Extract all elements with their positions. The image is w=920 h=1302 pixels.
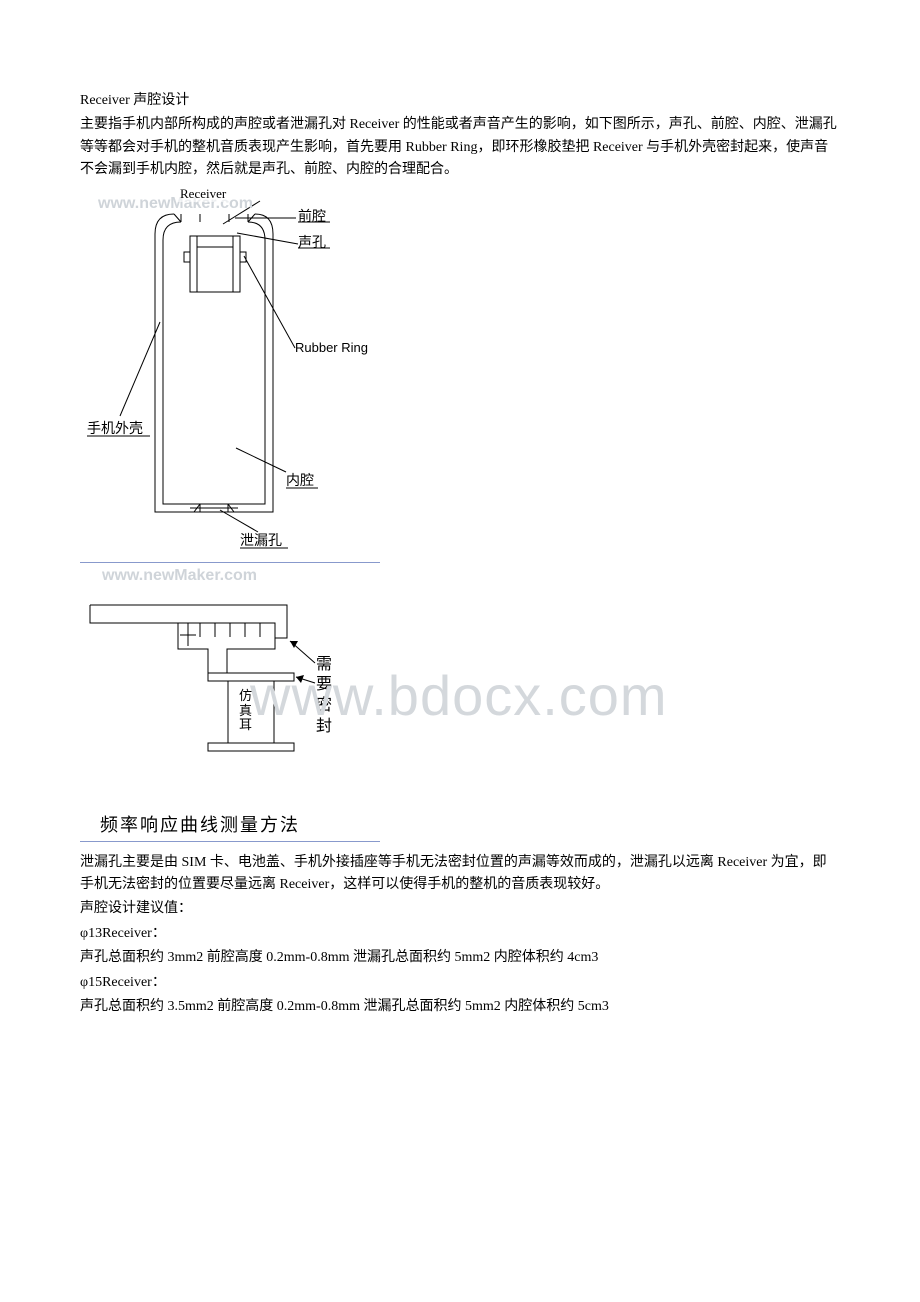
ear-char-1: 仿 xyxy=(239,688,252,703)
label-phone-case: 手机外壳 xyxy=(87,418,143,438)
paragraph-2: 泄漏孔主要是由 SIM 卡、电池盖、手机外接插座等手机无法密封位置的声漏等效而成… xyxy=(80,852,840,897)
ear-char-3: 耳 xyxy=(239,717,252,732)
seal-char-3: 密 xyxy=(316,697,332,714)
label-rubber-ring: Rubber Ring xyxy=(295,340,368,357)
seal-char-1: 需 xyxy=(316,656,332,673)
seal-char-4: 封 xyxy=(316,718,332,735)
label-sound-hole: 声孔 xyxy=(298,232,326,252)
paragraph-5: 声孔总面积约 3mm2 前腔高度 0.2mm-0.8mm 泄漏孔总面积约 5mm… xyxy=(80,947,840,969)
paragraph-3: 声腔设计建议值： xyxy=(80,898,840,920)
figure-2-svg xyxy=(80,563,380,815)
ear-char-2: 真 xyxy=(239,703,252,718)
document-page: Receiver 声腔设计 主要指手机内部所构成的声腔或者泄漏孔对 Receiv… xyxy=(0,0,920,1060)
label-leak-hole: 泄漏孔 xyxy=(240,530,282,550)
seal-char-2: 要 xyxy=(316,676,332,693)
label-need-seal: 需 要 密 封 xyxy=(316,655,332,738)
label-inner-cavity: 内腔 xyxy=(286,470,314,490)
paragraph-7: 声孔总面积约 3.5mm2 前腔高度 0.2mm-0.8mm 泄漏孔总面积约 5… xyxy=(80,996,840,1018)
figure-1: www.newMaker.com xyxy=(80,192,380,563)
figure-2: www.newMaker.com 仿 xyxy=(80,563,380,842)
paragraph-4: φ13Receiver： xyxy=(80,923,840,945)
title-line: Receiver 声腔设计 xyxy=(80,90,840,112)
paragraph-6: φ15Receiver： xyxy=(80,972,840,994)
figure-2-caption: 频率响应曲线测量方法 xyxy=(100,811,300,837)
figure-1-svg xyxy=(80,192,380,562)
paragraph-1: 主要指手机内部所构成的声腔或者泄漏孔对 Receiver 的性能或者声音产生的影… xyxy=(80,114,840,181)
label-receiver: Receiver xyxy=(178,186,228,202)
label-artificial-ear: 仿 真 耳 xyxy=(239,689,252,734)
label-front-cavity: 前腔 xyxy=(298,206,326,226)
